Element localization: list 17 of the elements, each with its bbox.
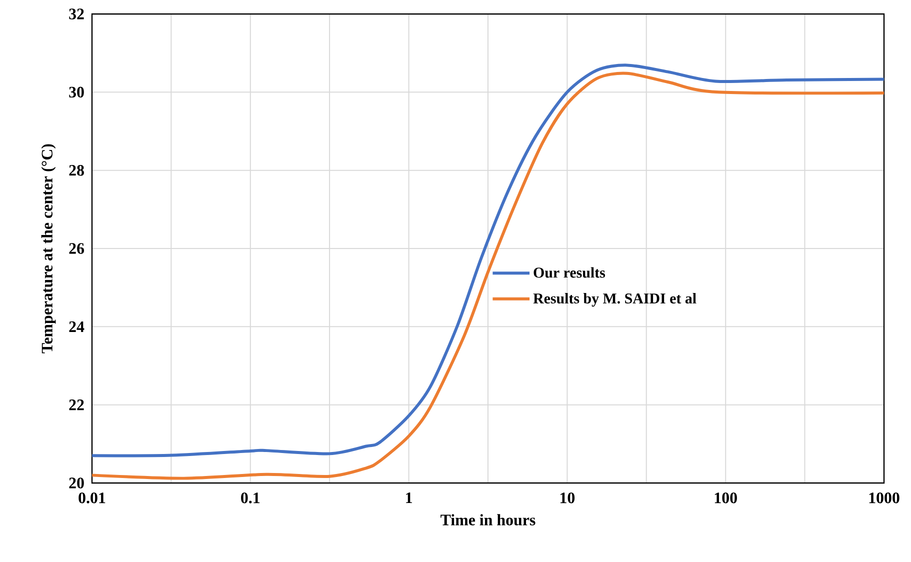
y-tick-label: 22 <box>69 400 84 410</box>
x-tick-label: 1 <box>406 492 412 504</box>
y-axis-title: Temperature at the center (°C) <box>41 144 56 354</box>
legend-label: Our results <box>534 267 606 278</box>
y-tick-label: 26 <box>69 243 84 254</box>
legend-label: Results by M. SAIDI et al <box>533 293 696 307</box>
x-tick-label: 0.01 <box>78 492 106 504</box>
x-tick-label: 0.1 <box>241 492 260 504</box>
x-tick-label: 100 <box>714 492 737 504</box>
y-tick-label: 28 <box>69 164 84 176</box>
x-tick-label: 10 <box>560 492 575 504</box>
y-tick-label: 32 <box>69 8 84 20</box>
y-tick-label: 20 <box>69 478 84 488</box>
x-tick-label: 1000 <box>869 492 900 504</box>
x-axis-title: Time in hours <box>440 514 536 526</box>
y-tick-label: 24 <box>69 321 84 332</box>
y-tick-label: 30 <box>69 86 84 98</box>
